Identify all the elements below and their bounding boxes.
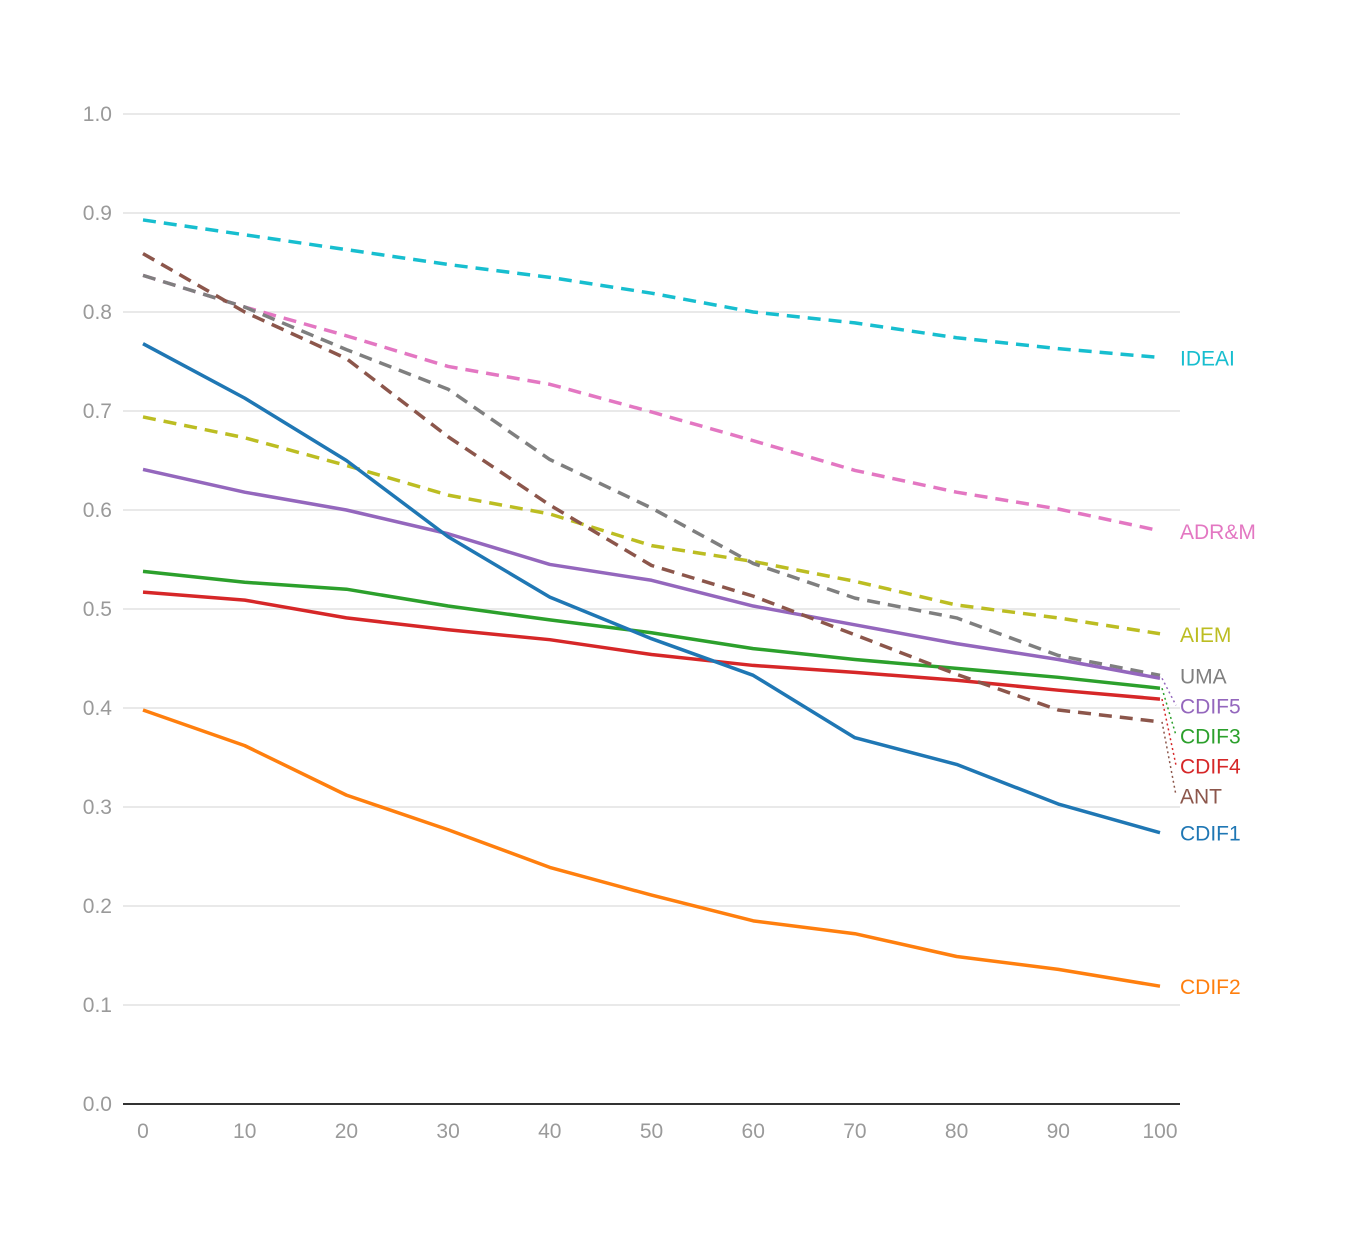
series-label: CDIF4 [1180, 755, 1241, 778]
axes: 0.0 0.1 0.2 0.3 0.4 0.5 0.6 0.7 0.8 0.9 1.0 0 10 20 30… [83, 103, 1180, 1143]
x-tick-label: 80 [945, 1120, 968, 1143]
series-label: IDEAI [1180, 348, 1235, 371]
label-leader-line [1161, 698, 1177, 766]
series-label: UMA [1180, 665, 1227, 688]
series-line-cdif5 [142, 467, 1161, 681]
series-line-ant [142, 252, 1161, 724]
series-line-cdif2 [142, 708, 1161, 988]
x-tick-label: 90 [1047, 1120, 1070, 1143]
x-tick-label: 100 [1142, 1120, 1177, 1143]
y-tick-label: 0.5 [83, 598, 112, 621]
series-line-adr-m [142, 273, 1161, 533]
series-label: AIEM [1180, 624, 1231, 647]
series-labels: IDEAI ADR&M AIEM UMA CDIF5 CDIF3 CDIF4 ANT CDIF1… [1161, 348, 1256, 999]
y-tick-label: 0.0 [83, 1093, 112, 1116]
series-line-aiem [142, 415, 1161, 636]
y-tick-label: 0.3 [83, 796, 112, 819]
label-leader-line [1161, 687, 1177, 736]
label-leader-line [1161, 677, 1177, 706]
series-line-cdif3 [142, 569, 1161, 690]
y-tick-label: 1.0 [83, 103, 112, 126]
x-tick-label: 50 [640, 1120, 663, 1143]
series-line-uma [142, 273, 1161, 678]
grid-lines [123, 113, 1180, 1006]
series-line-ideai [142, 218, 1161, 360]
y-tick-label: 0.1 [83, 994, 112, 1017]
x-tick-label: 70 [843, 1120, 866, 1143]
series-label: CDIF5 [1180, 695, 1241, 718]
y-tick-label: 0.8 [83, 301, 112, 324]
x-tick-label: 60 [742, 1120, 765, 1143]
y-tick-label: 0.7 [83, 400, 112, 423]
series-label: ADR&M [1180, 521, 1256, 544]
series-label: ANT [1180, 785, 1222, 808]
x-tick-label: 0 [137, 1120, 149, 1143]
y-tick-label: 0.4 [83, 697, 113, 720]
series-label: CDIF3 [1180, 725, 1241, 748]
y-tick-label: 0.2 [83, 895, 112, 918]
series-label: CDIF1 [1180, 823, 1241, 846]
x-tick-label: 10 [233, 1120, 256, 1143]
series-line-cdif1 [142, 342, 1161, 835]
y-tick-label: 0.6 [83, 499, 112, 522]
series-line-cdif4 [142, 590, 1161, 701]
y-tick-label: 0.9 [83, 202, 112, 225]
x-tick-label: 20 [335, 1120, 358, 1143]
x-tick-label: 40 [538, 1120, 561, 1143]
series-label: CDIF2 [1180, 976, 1241, 999]
x-tick-label: 30 [436, 1120, 459, 1143]
series-lines [142, 218, 1161, 988]
